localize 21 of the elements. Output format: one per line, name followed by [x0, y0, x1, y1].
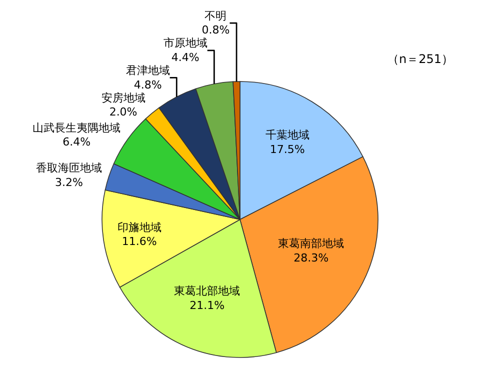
- data-label: 3.2%: [55, 176, 83, 190]
- data-label: 21.1%: [190, 298, 225, 312]
- slice-label: 安房地域: [101, 91, 146, 104]
- slice-label: 千葉地域: [265, 128, 310, 142]
- slice-label: 不明: [204, 9, 227, 22]
- data-label: 4.4%: [171, 51, 200, 64]
- text: （n＝251）: [387, 52, 454, 66]
- data-label: 2.0%: [109, 106, 138, 119]
- slice-label: 香取海匝地域: [36, 162, 102, 175]
- slice-label: 市原地域: [163, 36, 208, 50]
- slice-label: 君津地域: [126, 64, 170, 78]
- data-label: 4.8%: [134, 78, 162, 92]
- slice-label: 東葛南部地域: [278, 237, 344, 250]
- slice-label: 東葛北部地域: [174, 284, 240, 298]
- data-label: 6.4%: [62, 136, 91, 149]
- slice-label: 印旛地域: [117, 220, 162, 234]
- data-label: 11.6%: [122, 235, 157, 248]
- data-label: 28.3%: [294, 252, 329, 265]
- slice-label: 山武長生夷隅地域: [32, 121, 121, 134]
- data-label: 17.5%: [270, 142, 305, 156]
- data-label: 0.8%: [202, 24, 230, 37]
